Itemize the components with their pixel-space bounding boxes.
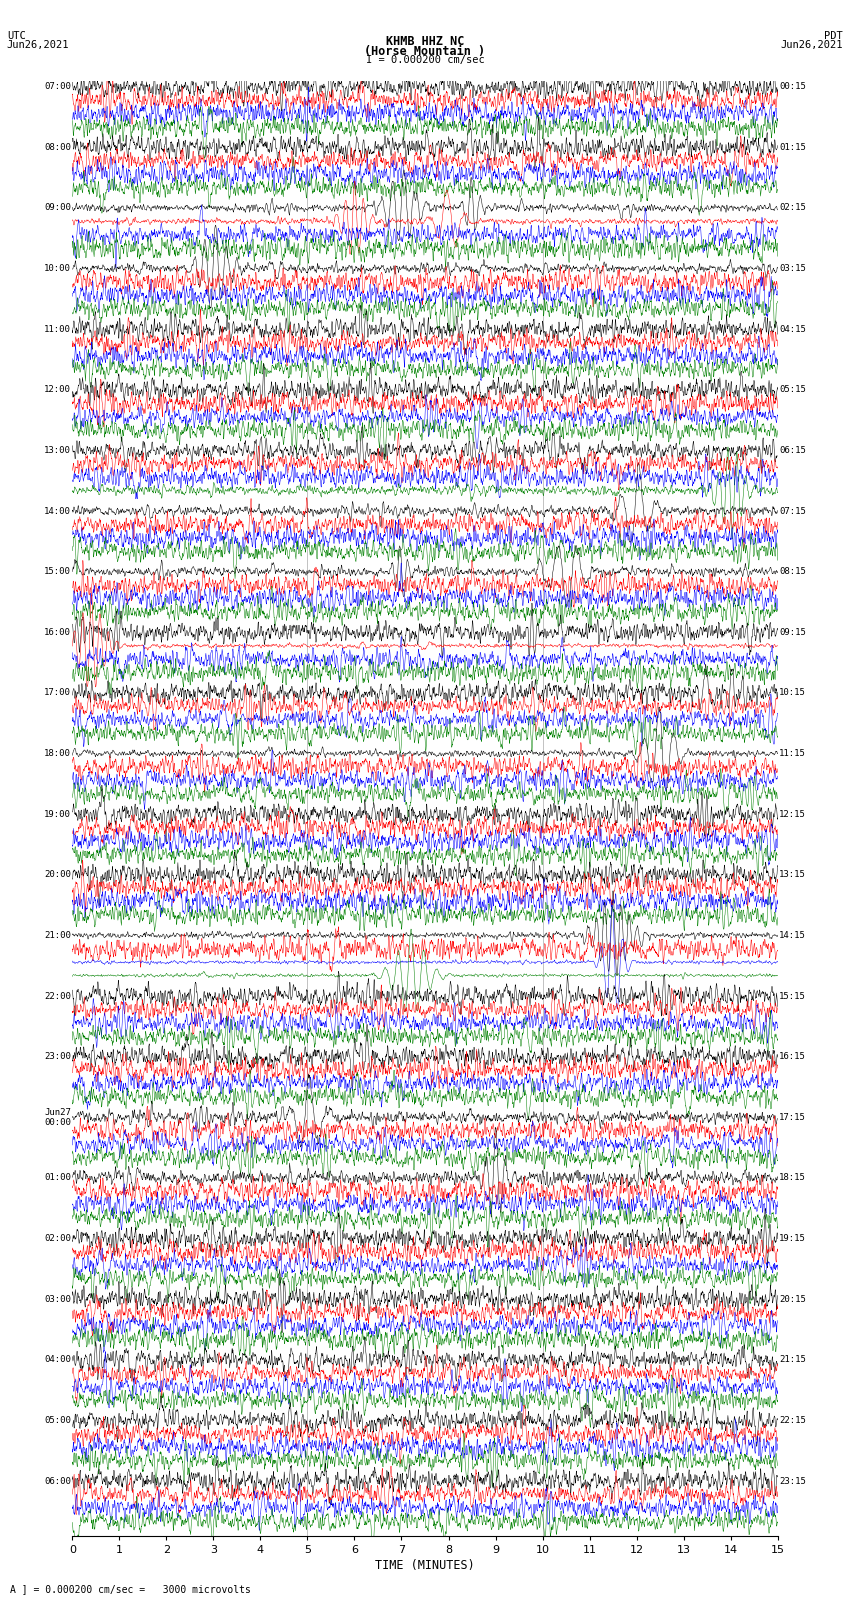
Text: 16:15: 16:15: [779, 1052, 806, 1061]
Text: 06:15: 06:15: [779, 445, 806, 455]
Text: UTC: UTC: [7, 31, 26, 40]
Text: 23:00: 23:00: [44, 1052, 71, 1061]
Text: Jun27
00:00: Jun27 00:00: [44, 1108, 71, 1126]
Text: 23:15: 23:15: [779, 1476, 806, 1486]
Text: 18:00: 18:00: [44, 748, 71, 758]
Text: I = 0.000200 cm/sec: I = 0.000200 cm/sec: [366, 55, 484, 65]
Text: 04:15: 04:15: [779, 324, 806, 334]
Text: 03:00: 03:00: [44, 1295, 71, 1303]
Text: 19:00: 19:00: [44, 810, 71, 819]
Text: 08:00: 08:00: [44, 144, 71, 152]
Text: 17:15: 17:15: [779, 1113, 806, 1121]
Text: 21:00: 21:00: [44, 931, 71, 940]
Text: 21:15: 21:15: [779, 1355, 806, 1365]
Text: 14:15: 14:15: [779, 931, 806, 940]
Text: 01:15: 01:15: [779, 144, 806, 152]
Text: 09:15: 09:15: [779, 627, 806, 637]
Text: 12:00: 12:00: [44, 386, 71, 394]
Text: 20:15: 20:15: [779, 1295, 806, 1303]
Text: 20:00: 20:00: [44, 871, 71, 879]
X-axis label: TIME (MINUTES): TIME (MINUTES): [375, 1558, 475, 1571]
Text: 05:15: 05:15: [779, 386, 806, 394]
Text: Jun26,2021: Jun26,2021: [780, 40, 843, 50]
Text: 22:15: 22:15: [779, 1416, 806, 1424]
Text: Jun26,2021: Jun26,2021: [7, 40, 70, 50]
Text: 10:00: 10:00: [44, 265, 71, 273]
Text: 00:15: 00:15: [779, 82, 806, 92]
Text: KHMB HHZ NC: KHMB HHZ NC: [386, 35, 464, 48]
Text: 04:00: 04:00: [44, 1355, 71, 1365]
Text: 06:00: 06:00: [44, 1476, 71, 1486]
Text: 14:00: 14:00: [44, 506, 71, 516]
Text: 07:15: 07:15: [779, 506, 806, 516]
Text: 08:15: 08:15: [779, 568, 806, 576]
Text: 11:00: 11:00: [44, 324, 71, 334]
Text: 11:15: 11:15: [779, 748, 806, 758]
Text: 12:15: 12:15: [779, 810, 806, 819]
Text: 07:00: 07:00: [44, 82, 71, 92]
Text: 05:00: 05:00: [44, 1416, 71, 1424]
Text: 17:00: 17:00: [44, 689, 71, 697]
Text: 03:15: 03:15: [779, 265, 806, 273]
Text: 10:15: 10:15: [779, 689, 806, 697]
Text: 13:15: 13:15: [779, 871, 806, 879]
Text: 02:15: 02:15: [779, 203, 806, 213]
Text: 09:00: 09:00: [44, 203, 71, 213]
Text: PDT: PDT: [824, 31, 843, 40]
Text: (Horse Mountain ): (Horse Mountain ): [365, 45, 485, 58]
Text: 19:15: 19:15: [779, 1234, 806, 1244]
Text: 22:00: 22:00: [44, 992, 71, 1000]
Text: 15:00: 15:00: [44, 568, 71, 576]
Text: 15:15: 15:15: [779, 992, 806, 1000]
Text: 18:15: 18:15: [779, 1173, 806, 1182]
Text: 16:00: 16:00: [44, 627, 71, 637]
Text: 02:00: 02:00: [44, 1234, 71, 1244]
Text: A ] = 0.000200 cm/sec =   3000 microvolts: A ] = 0.000200 cm/sec = 3000 microvolts: [10, 1584, 251, 1594]
Text: 13:00: 13:00: [44, 445, 71, 455]
Text: 01:00: 01:00: [44, 1173, 71, 1182]
